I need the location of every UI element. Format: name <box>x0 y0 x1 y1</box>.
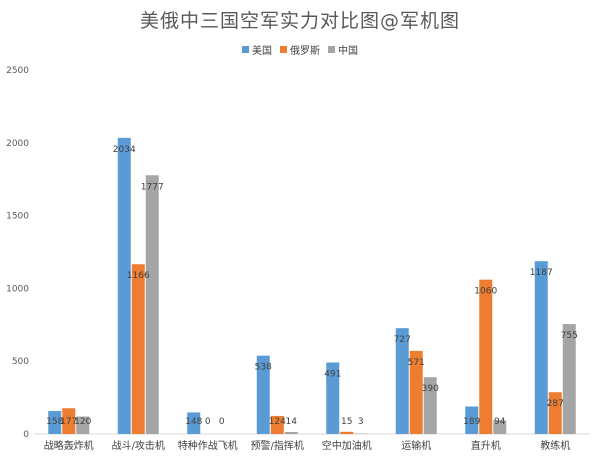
data-label: 158 <box>46 417 63 427</box>
data-label: 2034 <box>113 145 136 155</box>
data-label: 14 <box>286 417 298 427</box>
data-label: 755 <box>561 331 578 341</box>
data-label: 120 <box>74 417 91 427</box>
y-tick-label: 1000 <box>6 284 29 294</box>
data-label: 0 <box>205 417 211 427</box>
x-category-label: 特种作战飞机 <box>178 439 238 452</box>
bar <box>76 416 90 434</box>
legend-label: 中国 <box>338 46 358 57</box>
bar <box>423 377 437 434</box>
legend-item: 中国 <box>328 42 358 57</box>
legend-swatch <box>328 46 335 53</box>
data-label: 15 <box>341 417 352 427</box>
bar <box>62 408 76 434</box>
data-label: 3 <box>358 417 364 427</box>
x-category-label: 空中加油机 <box>322 439 372 452</box>
legend-label: 美国 <box>252 46 272 57</box>
data-label: 390 <box>422 384 439 394</box>
bar <box>284 431 298 434</box>
x-category-label: 直升机 <box>471 439 501 452</box>
bar <box>145 175 159 434</box>
data-label: 571 <box>408 358 425 368</box>
x-category-label: 教练机 <box>540 439 570 452</box>
y-tick-label: 1500 <box>6 212 29 222</box>
data-label: 177 <box>60 417 77 427</box>
bar <box>465 406 479 434</box>
legend-swatch <box>242 46 249 53</box>
data-label: 0 <box>219 417 225 427</box>
bars <box>48 137 576 434</box>
bar <box>562 324 576 434</box>
data-label: 491 <box>324 370 341 380</box>
bar <box>131 264 145 434</box>
x-category-label: 预警/指挥机 <box>251 439 304 452</box>
data-label: 287 <box>547 399 564 409</box>
bar <box>326 362 340 434</box>
bar <box>409 350 423 434</box>
x-category-label: 战斗/攻击机 <box>112 439 165 452</box>
bar <box>117 137 131 434</box>
legend-item: 俄罗斯 <box>280 42 320 57</box>
data-label: 148 <box>185 417 202 427</box>
data-label: 94 <box>494 417 506 427</box>
y-tick-label: 2500 <box>6 66 29 76</box>
y-tick-label: 2000 <box>6 139 29 149</box>
bar <box>340 431 354 434</box>
legend-label: 俄罗斯 <box>290 46 320 57</box>
bar <box>479 279 493 434</box>
legend-swatch <box>280 46 287 53</box>
bar <box>493 420 507 434</box>
bar <box>548 392 562 434</box>
data-label: 1187 <box>530 268 553 278</box>
y-tick-label: 0 <box>23 430 29 440</box>
data-label: 124 <box>269 417 286 427</box>
y-tick-label: 500 <box>12 357 29 367</box>
bar <box>187 412 201 434</box>
data-label: 189 <box>463 417 480 427</box>
x-category-label: 运输机 <box>401 439 431 452</box>
data-label: 727 <box>394 335 411 345</box>
data-label: 1166 <box>127 271 150 281</box>
legend-item: 美国 <box>242 42 272 57</box>
bar <box>395 328 409 434</box>
bar <box>534 261 548 434</box>
bar <box>270 415 284 434</box>
x-category-label: 战略轰炸机 <box>44 439 94 452</box>
bar <box>48 410 62 434</box>
chart-title: 美俄中三国空军实力对比图@军机图 <box>139 10 460 32</box>
legend: 美国 俄罗斯 中国 <box>0 42 600 57</box>
data-label: 1060 <box>474 287 497 297</box>
data-label: 1777 <box>141 182 164 192</box>
bar <box>256 355 270 434</box>
data-label: 538 <box>255 363 272 373</box>
